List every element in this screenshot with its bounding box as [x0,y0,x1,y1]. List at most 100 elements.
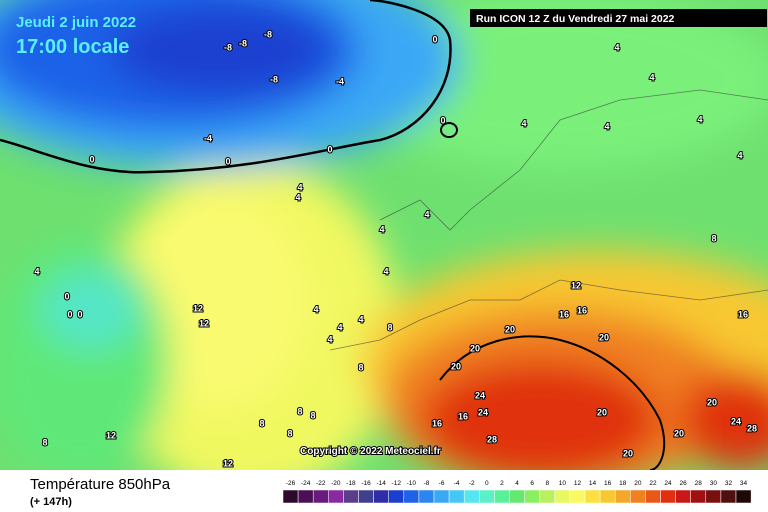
legend-label: -2 [469,480,475,487]
legend-label: 30 [710,480,718,487]
legend-label: -16 [361,480,371,487]
contour-label: 20 [470,343,480,353]
legend-label: -4 [454,480,460,487]
legend-label: 28 [695,480,703,487]
contour-label: 20 [599,332,609,342]
legend-label: 4 [515,480,519,487]
time: 17:00 locale [16,36,129,58]
legend-swatch [509,489,525,504]
legend-swatch [282,489,299,504]
contour-label: 16 [458,411,468,421]
contour-label: 0 [440,115,445,125]
contour-label: 4 [737,150,742,160]
contour-label: 12 [223,458,233,468]
legend-swatch [705,489,722,504]
contour-label: 20 [707,397,717,407]
legend-swatch [554,489,571,504]
contour-label: 4 [34,266,39,276]
contour-label: 24 [475,390,485,400]
contour-label: 4 [297,182,302,192]
contour-label: -8 [239,38,247,48]
legend-label: 34 [740,480,748,487]
contour-label: 12 [106,430,116,440]
legend-swatch [645,489,661,504]
contour-label: 20 [597,407,607,417]
footer-title: Température 850hPa [30,476,171,493]
contour-label: 24 [478,407,488,417]
legend-swatch [358,489,374,504]
legend-label: 14 [589,480,597,487]
legend-label: 12 [574,480,582,487]
contour-label: 8 [387,322,392,332]
contour-label: 4 [295,192,300,202]
contour-label: 8 [42,437,47,447]
legend-swatch [524,489,540,504]
contour-label: 4 [649,72,654,82]
legend-swatch [720,489,737,504]
contour-label: 0 [89,154,94,164]
contour-label: 4 [521,118,526,128]
legend-swatch [539,489,556,504]
contour-label: -8 [270,74,278,84]
contour-label: 4 [614,42,619,52]
contour-label: 0 [225,156,230,166]
contour-label: 16 [432,418,442,428]
contour-label: 0 [67,309,72,319]
legend-swatch [479,489,495,504]
contour-label: 12 [199,318,209,328]
legend-label: -20 [331,480,341,487]
legend-swatch [569,489,586,504]
contour-label: -8 [264,29,272,39]
contour-label: 0 [64,291,69,301]
legend-label: 18 [619,480,627,487]
legend-label: -8 [424,480,430,487]
contour-label: 24 [731,416,741,426]
contour-label: 4 [379,224,384,234]
legend-label: 8 [545,480,549,487]
contour-label: 16 [738,309,748,319]
legend-label: -6 [439,480,445,487]
contour-label: 20 [674,428,684,438]
legend-swatch [690,489,707,504]
contour-label: -8 [224,42,232,52]
legend-label: -14 [376,480,386,487]
contour-label: 8 [310,410,315,420]
contour-label: 4 [424,209,429,219]
legend-swatch [433,489,450,504]
contour-label: 8 [297,406,302,416]
contour-label: 20 [451,361,461,371]
contour-label: 4 [383,266,388,276]
legend-swatch [675,489,691,504]
contour-label: 8 [711,233,716,243]
contour-label: 4 [358,314,363,324]
legend-label: -22 [316,480,326,487]
legend-swatch [388,489,405,504]
run-info: Run ICON 12 Z du Vendredi 27 mai 2022 [476,13,675,25]
copyright: Copyright © 2022 Meteociel.fr [300,446,441,457]
legend-swatch [297,489,314,504]
contour-label: 4 [337,322,342,332]
contour-label: 0 [432,34,437,44]
legend-swatch [735,489,752,504]
legend-swatch [584,489,601,504]
contour-label: 4 [697,114,702,124]
legend-label: -10 [407,480,417,487]
contour-label: 16 [559,309,569,319]
legend-swatch [660,489,676,504]
legend-swatch [418,489,435,504]
legend-label: -26 [286,480,296,487]
legend-label: -12 [392,480,402,487]
legend-label: 0 [485,480,489,487]
contour-label: 12 [193,303,203,313]
contour-label: 4 [327,334,332,344]
legend-label: 10 [559,480,567,487]
legend-label: 2 [500,480,504,487]
contour-label: -4 [336,76,344,86]
legend-swatch [403,489,420,504]
contour-label: 28 [747,423,757,433]
legend-swatch [614,489,631,504]
legend-swatch [463,489,480,504]
legend-label: 24 [664,480,672,487]
contour-label: -4 [204,133,212,143]
